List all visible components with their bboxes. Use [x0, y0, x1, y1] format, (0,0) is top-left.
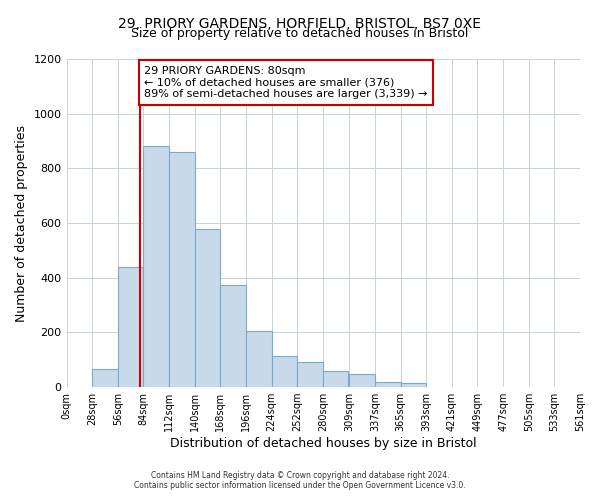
X-axis label: Distribution of detached houses by size in Bristol: Distribution of detached houses by size … [170, 437, 476, 450]
Y-axis label: Number of detached properties: Number of detached properties [15, 124, 28, 322]
Bar [323, 371, 349, 387]
Bar [272, 356, 297, 387]
Text: 29, PRIORY GARDENS, HORFIELD, BRISTOL, BS7 0XE: 29, PRIORY GARDENS, HORFIELD, BRISTOL, B… [119, 18, 482, 32]
Text: Size of property relative to detached houses in Bristol: Size of property relative to detached ho… [131, 28, 469, 40]
Bar [92, 370, 118, 387]
Bar [169, 152, 194, 387]
Bar [194, 228, 220, 387]
Bar [220, 284, 246, 387]
Bar [375, 382, 401, 387]
Bar [143, 146, 169, 387]
Text: Contains HM Land Registry data © Crown copyright and database right 2024.
Contai: Contains HM Land Registry data © Crown c… [134, 470, 466, 490]
Bar [118, 267, 143, 387]
Bar [349, 374, 375, 387]
Bar [297, 362, 323, 387]
Text: 29 PRIORY GARDENS: 80sqm
← 10% of detached houses are smaller (376)
89% of semi-: 29 PRIORY GARDENS: 80sqm ← 10% of detach… [145, 66, 428, 99]
Bar [246, 331, 272, 387]
Bar [401, 382, 426, 387]
